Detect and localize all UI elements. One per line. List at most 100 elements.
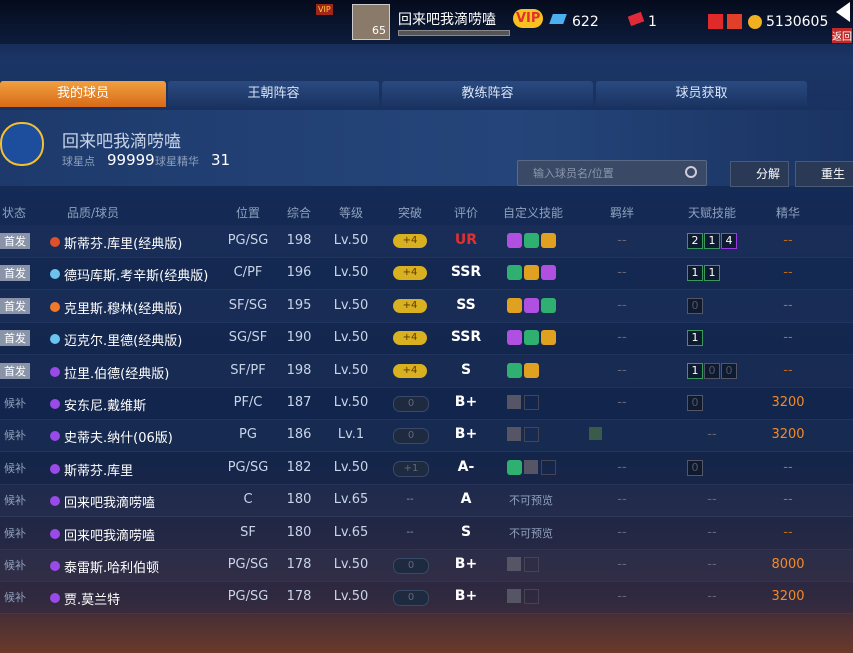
- player-name: 斯蒂芬.库里: [64, 463, 134, 479]
- position: SG/SF: [228, 330, 268, 346]
- skill-slot: [524, 557, 539, 572]
- overall: 196: [286, 265, 312, 281]
- column-header: 状态: [1, 206, 26, 220]
- essence: 3200: [771, 427, 805, 443]
- status: 首发: [0, 362, 30, 379]
- decompose-label: 分解: [756, 167, 781, 181]
- talent: --: [707, 427, 717, 443]
- player-name: 泰雷斯.哈利伯顿: [64, 561, 160, 576]
- plus-button[interactable]: [708, 14, 723, 29]
- skill-lock: [524, 459, 538, 474]
- vip-badge: VIP: [513, 9, 544, 28]
- back-label[interactable]: 返回: [832, 28, 852, 43]
- rebirth-label: 重生: [821, 167, 846, 181]
- overall: 198: [286, 233, 312, 248]
- overall: 178: [286, 589, 312, 605]
- team-panel: [0, 110, 853, 186]
- player-name: 回来吧我滴唠嗑: [64, 528, 156, 544]
- breakthrough: +4: [393, 331, 427, 346]
- decompose-button[interactable]: [730, 161, 789, 187]
- grade: SSR: [450, 264, 482, 281]
- skill-icon: [524, 233, 539, 248]
- bond: --: [617, 492, 627, 508]
- player-name: 克里斯.穆林(经典版): [64, 301, 183, 317]
- exp-bar: [398, 30, 510, 36]
- grade: B+: [454, 588, 478, 605]
- column-header: 羁绊: [609, 206, 634, 220]
- tab[interactable]: 我的球员: [0, 81, 166, 107]
- skill-icon: [507, 330, 522, 346]
- gold-icon: [748, 15, 762, 29]
- position: SF/SG: [228, 297, 268, 313]
- search-box[interactable]: [517, 160, 707, 186]
- essence: 8000: [771, 557, 805, 572]
- position: PG/SG: [227, 233, 269, 248]
- player-name: 史蒂夫.纳什(06版): [64, 431, 173, 447]
- status: 候补: [4, 526, 26, 540]
- bond-icon: [589, 427, 602, 441]
- essence: 3200: [771, 589, 805, 605]
- column-header: 等级: [338, 206, 363, 220]
- level: Lv.50: [333, 297, 369, 313]
- skill-icon: [524, 362, 539, 378]
- bond: --: [617, 557, 627, 572]
- quality-dot: [50, 528, 60, 539]
- skill-icon: [507, 459, 522, 475]
- star-points-label: 球星点: [62, 155, 95, 168]
- talent: --: [707, 589, 717, 605]
- essence: --: [783, 297, 793, 313]
- essence: --: [783, 492, 793, 508]
- status: 首发: [0, 233, 30, 249]
- essence: --: [783, 233, 793, 248]
- talent: --: [707, 492, 717, 508]
- breakthrough: --: [406, 526, 414, 538]
- overall: 180: [286, 524, 312, 540]
- position: PG/SG: [227, 557, 269, 572]
- bond: --: [617, 395, 627, 410]
- tab[interactable]: 球员获取: [596, 81, 807, 107]
- column-header: 突破: [397, 206, 422, 220]
- status: 候补: [4, 397, 26, 410]
- quality-dot: [50, 334, 60, 345]
- grade: A: [460, 491, 472, 508]
- talent: --: [707, 557, 717, 572]
- skill-icon: [524, 330, 539, 346]
- column-header: 天赋技能: [687, 206, 736, 220]
- quality-dot: [50, 463, 60, 474]
- tab[interactable]: 王朝阵容: [168, 81, 379, 107]
- level: Lv.50: [333, 233, 369, 248]
- overall: 198: [286, 362, 312, 378]
- rebirth-button[interactable]: [795, 161, 853, 187]
- position: C/PF: [233, 265, 263, 281]
- level: 65: [372, 24, 386, 37]
- team-logo: [0, 122, 44, 166]
- talent: 0: [687, 395, 703, 411]
- skills-note: 不可预览: [509, 526, 553, 540]
- essence: 3200: [771, 395, 805, 410]
- breakthrough: --: [406, 494, 414, 506]
- bond: --: [617, 265, 627, 281]
- vip-icon: VIP: [316, 4, 333, 15]
- overall: 178: [286, 557, 312, 572]
- player-name: 回来吧我滴唠嗑: [64, 496, 156, 512]
- breakthrough: +4: [393, 266, 427, 281]
- talent: 1: [704, 265, 720, 282]
- tab[interactable]: 教练阵容: [382, 81, 593, 107]
- back-icon[interactable]: [836, 2, 850, 22]
- essence-label: 球星精华: [155, 155, 199, 168]
- level: Lv.50: [333, 395, 369, 410]
- diamonds: 622: [572, 14, 599, 30]
- status: 候补: [4, 494, 26, 508]
- exchange-button[interactable]: [727, 14, 742, 29]
- overall: 182: [286, 459, 312, 475]
- status: 候补: [4, 429, 26, 443]
- grade: B+: [454, 394, 478, 410]
- grade: SS: [456, 296, 476, 313]
- table-row[interactable]: [0, 516, 853, 550]
- skill-slot: [541, 459, 556, 475]
- breakthrough: +1: [393, 460, 429, 477]
- table-row[interactable]: [0, 484, 853, 518]
- talent: 1: [687, 362, 703, 379]
- column-header: 自定义技能: [502, 206, 563, 220]
- quality-dot: [50, 237, 60, 247]
